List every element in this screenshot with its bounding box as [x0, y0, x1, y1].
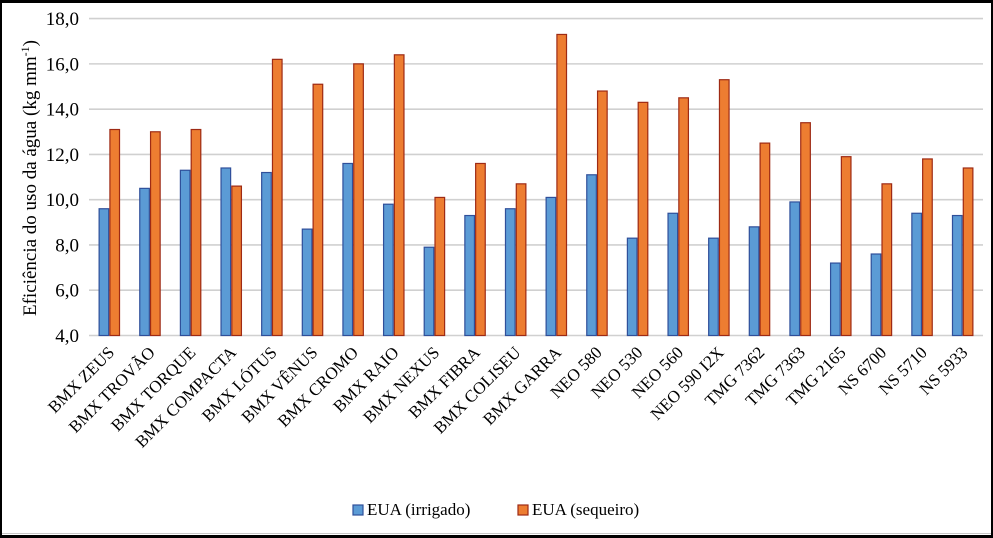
y-axis-title-superscript: -1 — [18, 46, 32, 56]
legend: EUA (irrigado) EUA (sequeiro) — [352, 500, 639, 519]
bar-sequeiro — [353, 63, 364, 337]
bar-irrigado — [911, 212, 923, 337]
y-axis-title-main: Eficiência do uso da água (kg mm — [20, 56, 41, 316]
bar-irrigado — [504, 208, 516, 337]
bar-sequeiro — [678, 97, 690, 337]
bar-sequeiro — [922, 158, 933, 337]
bar-irrigado — [179, 169, 191, 337]
bar-sequeiro — [800, 122, 811, 337]
legend-item-sequeiro[interactable]: EUA (sequeiro) — [517, 500, 639, 519]
legend-item-irrigado[interactable]: EUA (irrigado) — [352, 500, 470, 519]
bar-irrigado — [586, 174, 597, 337]
bar-sequeiro — [434, 196, 446, 337]
bar-sequeiro — [596, 90, 608, 337]
bar-sequeiro — [759, 142, 771, 337]
legend-label-irrigado: EUA (irrigado) — [367, 500, 470, 519]
y-tick-label: 14,0 — [46, 100, 79, 121]
y-tick-label: 8,0 — [55, 235, 79, 256]
y-tick-label: 4,0 — [55, 326, 79, 347]
bar-sequeiro — [271, 58, 283, 337]
bar-irrigado — [789, 201, 801, 337]
bar-sequeiro — [637, 101, 649, 337]
bar-sequeiro — [515, 183, 527, 337]
legend-swatch-sequeiro — [517, 504, 529, 516]
legend-label-sequeiro: EUA (sequeiro) — [532, 500, 639, 519]
bar-irrigado — [708, 237, 719, 337]
bar-irrigado — [951, 214, 963, 337]
y-tick-label: 10,0 — [46, 190, 79, 211]
bar-irrigado — [261, 171, 272, 337]
y-tick-label: 16,0 — [46, 54, 79, 75]
bar-irrigado — [342, 162, 354, 337]
bar-sequeiro — [190, 128, 202, 337]
legend-swatch-irrigado — [352, 504, 364, 516]
bar-sequeiro — [840, 156, 852, 337]
bar-sequeiro — [393, 54, 405, 337]
bar-irrigado — [382, 203, 394, 337]
bar-sequeiro — [881, 183, 893, 337]
bar-irrigado — [667, 212, 679, 337]
bar-irrigado — [464, 214, 476, 337]
y-axis-title-suffix: ) — [20, 40, 41, 46]
bar-irrigado — [626, 237, 638, 337]
bar-irrigado — [423, 246, 435, 337]
bar-sequeiro — [475, 162, 486, 337]
bar-sequeiro — [109, 128, 121, 337]
bar-irrigado — [748, 226, 760, 337]
y-tick-label: 6,0 — [55, 281, 79, 302]
y-tick-label: 12,0 — [46, 145, 79, 166]
bar-irrigado — [829, 262, 841, 337]
bar-irrigado — [139, 187, 150, 337]
y-axis-title: Eficiência do uso da água (kg mm-1) — [18, 40, 41, 316]
bar-sequeiro — [149, 131, 161, 337]
bar-sequeiro — [962, 167, 974, 337]
bar-sequeiro — [718, 79, 730, 337]
bar-irrigado — [220, 167, 232, 337]
bar-sequeiro — [231, 185, 243, 337]
y-tick-label: 18,0 — [46, 9, 79, 30]
frame-inner-line — [2, 533, 991, 534]
bar-irrigado — [301, 228, 313, 337]
bar-sequeiro — [556, 33, 568, 337]
bar-irrigado — [870, 253, 882, 337]
y-axis-ticks: 4,0 6,0 8,0 10,0 12,0 14,0 16,0 18,0 — [46, 9, 79, 347]
bars — [98, 33, 974, 337]
bar-sequeiro — [312, 83, 324, 337]
bar-irrigado — [98, 208, 110, 337]
bar-irrigado — [545, 196, 557, 337]
